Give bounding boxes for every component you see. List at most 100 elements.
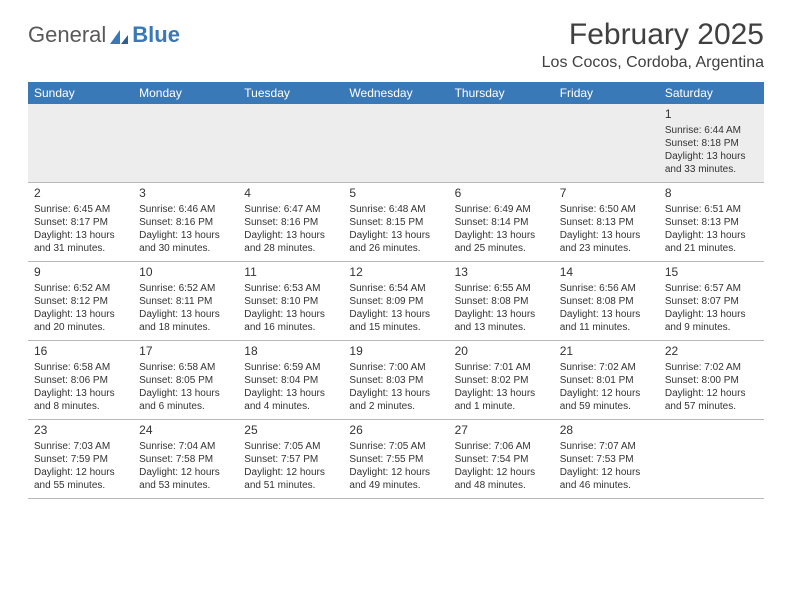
weekday-label: Friday	[554, 82, 659, 104]
daylight-line: and 9 minutes.	[665, 321, 758, 334]
sunset-line: Sunset: 7:54 PM	[455, 453, 548, 466]
day-cell: 9Sunrise: 6:52 AMSunset: 8:12 PMDaylight…	[28, 262, 133, 340]
sunrise-line: Sunrise: 7:07 AM	[560, 440, 653, 453]
day-cell: 28Sunrise: 7:07 AMSunset: 7:53 PMDayligh…	[554, 420, 659, 498]
daylight-line: Daylight: 13 hours	[349, 229, 442, 242]
sunrise-line: Sunrise: 6:54 AM	[349, 282, 442, 295]
day-number: 11	[244, 265, 337, 281]
day-number: 22	[665, 344, 758, 360]
sunrise-line: Sunrise: 6:46 AM	[139, 203, 232, 216]
daylight-line: and 48 minutes.	[455, 479, 548, 492]
location: Los Cocos, Cordoba, Argentina	[542, 54, 764, 72]
day-number: 9	[34, 265, 127, 281]
sunset-line: Sunset: 8:13 PM	[665, 216, 758, 229]
day-number: 17	[139, 344, 232, 360]
daylight-line: and 31 minutes.	[34, 242, 127, 255]
sunrise-line: Sunrise: 6:52 AM	[139, 282, 232, 295]
calendar: Sunday Monday Tuesday Wednesday Thursday…	[28, 82, 764, 499]
day-number: 24	[139, 423, 232, 439]
sunset-line: Sunset: 8:17 PM	[34, 216, 127, 229]
day-cell: 23Sunrise: 7:03 AMSunset: 7:59 PMDayligh…	[28, 420, 133, 498]
sunset-line: Sunset: 8:06 PM	[34, 374, 127, 387]
daylight-line: Daylight: 13 hours	[34, 387, 127, 400]
sunrise-line: Sunrise: 7:01 AM	[455, 361, 548, 374]
daylight-line: Daylight: 13 hours	[560, 229, 653, 242]
daylight-line: Daylight: 13 hours	[139, 387, 232, 400]
day-cell: 20Sunrise: 7:01 AMSunset: 8:02 PMDayligh…	[449, 341, 554, 419]
logo-text-blue: Blue	[132, 22, 180, 48]
day-cell: 1Sunrise: 6:44 AMSunset: 8:18 PMDaylight…	[659, 104, 764, 182]
weekday-label: Monday	[133, 82, 238, 104]
sunset-line: Sunset: 8:00 PM	[665, 374, 758, 387]
sunset-line: Sunset: 8:08 PM	[455, 295, 548, 308]
day-number: 1	[665, 107, 758, 123]
sunrise-line: Sunrise: 7:02 AM	[560, 361, 653, 374]
day-cell: 21Sunrise: 7:02 AMSunset: 8:01 PMDayligh…	[554, 341, 659, 419]
day-cell: 6Sunrise: 6:49 AMSunset: 8:14 PMDaylight…	[449, 183, 554, 261]
day-cell: 24Sunrise: 7:04 AMSunset: 7:58 PMDayligh…	[133, 420, 238, 498]
day-cell-empty	[554, 104, 659, 182]
daylight-line: and 15 minutes.	[349, 321, 442, 334]
daylight-line: and 23 minutes.	[560, 242, 653, 255]
week-row: 2Sunrise: 6:45 AMSunset: 8:17 PMDaylight…	[28, 183, 764, 262]
logo: General Blue	[28, 18, 180, 48]
sunrise-line: Sunrise: 7:03 AM	[34, 440, 127, 453]
daylight-line: Daylight: 13 hours	[139, 229, 232, 242]
logo-text-general: General	[28, 22, 106, 48]
day-cell: 2Sunrise: 6:45 AMSunset: 8:17 PMDaylight…	[28, 183, 133, 261]
day-cell: 15Sunrise: 6:57 AMSunset: 8:07 PMDayligh…	[659, 262, 764, 340]
day-number: 5	[349, 186, 442, 202]
day-number: 2	[34, 186, 127, 202]
day-number: 12	[349, 265, 442, 281]
day-cell: 17Sunrise: 6:58 AMSunset: 8:05 PMDayligh…	[133, 341, 238, 419]
sunrise-line: Sunrise: 7:05 AM	[349, 440, 442, 453]
day-cell: 16Sunrise: 6:58 AMSunset: 8:06 PMDayligh…	[28, 341, 133, 419]
daylight-line: Daylight: 12 hours	[349, 466, 442, 479]
week-row: 9Sunrise: 6:52 AMSunset: 8:12 PMDaylight…	[28, 262, 764, 341]
day-number: 20	[455, 344, 548, 360]
sunset-line: Sunset: 8:10 PM	[244, 295, 337, 308]
sunset-line: Sunset: 8:11 PM	[139, 295, 232, 308]
daylight-line: and 11 minutes.	[560, 321, 653, 334]
week-row: 23Sunrise: 7:03 AMSunset: 7:59 PMDayligh…	[28, 420, 764, 499]
daylight-line: and 28 minutes.	[244, 242, 337, 255]
daylight-line: Daylight: 12 hours	[244, 466, 337, 479]
sunrise-line: Sunrise: 6:59 AM	[244, 361, 337, 374]
sunset-line: Sunset: 8:03 PM	[349, 374, 442, 387]
sunrise-line: Sunrise: 6:49 AM	[455, 203, 548, 216]
daylight-line: Daylight: 12 hours	[665, 387, 758, 400]
day-cell-empty	[343, 104, 448, 182]
day-cell: 7Sunrise: 6:50 AMSunset: 8:13 PMDaylight…	[554, 183, 659, 261]
day-number: 3	[139, 186, 232, 202]
day-cell-empty	[659, 420, 764, 498]
sunrise-line: Sunrise: 6:53 AM	[244, 282, 337, 295]
daylight-line: and 51 minutes.	[244, 479, 337, 492]
day-number: 26	[349, 423, 442, 439]
daylight-line: Daylight: 13 hours	[560, 308, 653, 321]
weekday-label: Wednesday	[343, 82, 448, 104]
day-number: 21	[560, 344, 653, 360]
week-row: 16Sunrise: 6:58 AMSunset: 8:06 PMDayligh…	[28, 341, 764, 420]
day-cell: 14Sunrise: 6:56 AMSunset: 8:08 PMDayligh…	[554, 262, 659, 340]
daylight-line: Daylight: 12 hours	[560, 466, 653, 479]
daylight-line: Daylight: 12 hours	[34, 466, 127, 479]
daylight-line: and 20 minutes.	[34, 321, 127, 334]
sunset-line: Sunset: 8:16 PM	[139, 216, 232, 229]
sunset-line: Sunset: 8:15 PM	[349, 216, 442, 229]
sunset-line: Sunset: 8:09 PM	[349, 295, 442, 308]
logo-sail-icon	[108, 26, 130, 44]
daylight-line: Daylight: 13 hours	[34, 229, 127, 242]
weekday-label: Saturday	[659, 82, 764, 104]
daylight-line: and 55 minutes.	[34, 479, 127, 492]
day-number: 18	[244, 344, 337, 360]
weekday-label: Sunday	[28, 82, 133, 104]
day-cell: 12Sunrise: 6:54 AMSunset: 8:09 PMDayligh…	[343, 262, 448, 340]
day-cell: 4Sunrise: 6:47 AMSunset: 8:16 PMDaylight…	[238, 183, 343, 261]
daylight-line: Daylight: 13 hours	[349, 308, 442, 321]
sunset-line: Sunset: 8:16 PM	[244, 216, 337, 229]
daylight-line: and 30 minutes.	[139, 242, 232, 255]
daylight-line: and 33 minutes.	[665, 163, 758, 176]
title-block: February 2025 Los Cocos, Cordoba, Argent…	[542, 18, 764, 72]
daylight-line: and 6 minutes.	[139, 400, 232, 413]
daylight-line: Daylight: 13 hours	[455, 229, 548, 242]
